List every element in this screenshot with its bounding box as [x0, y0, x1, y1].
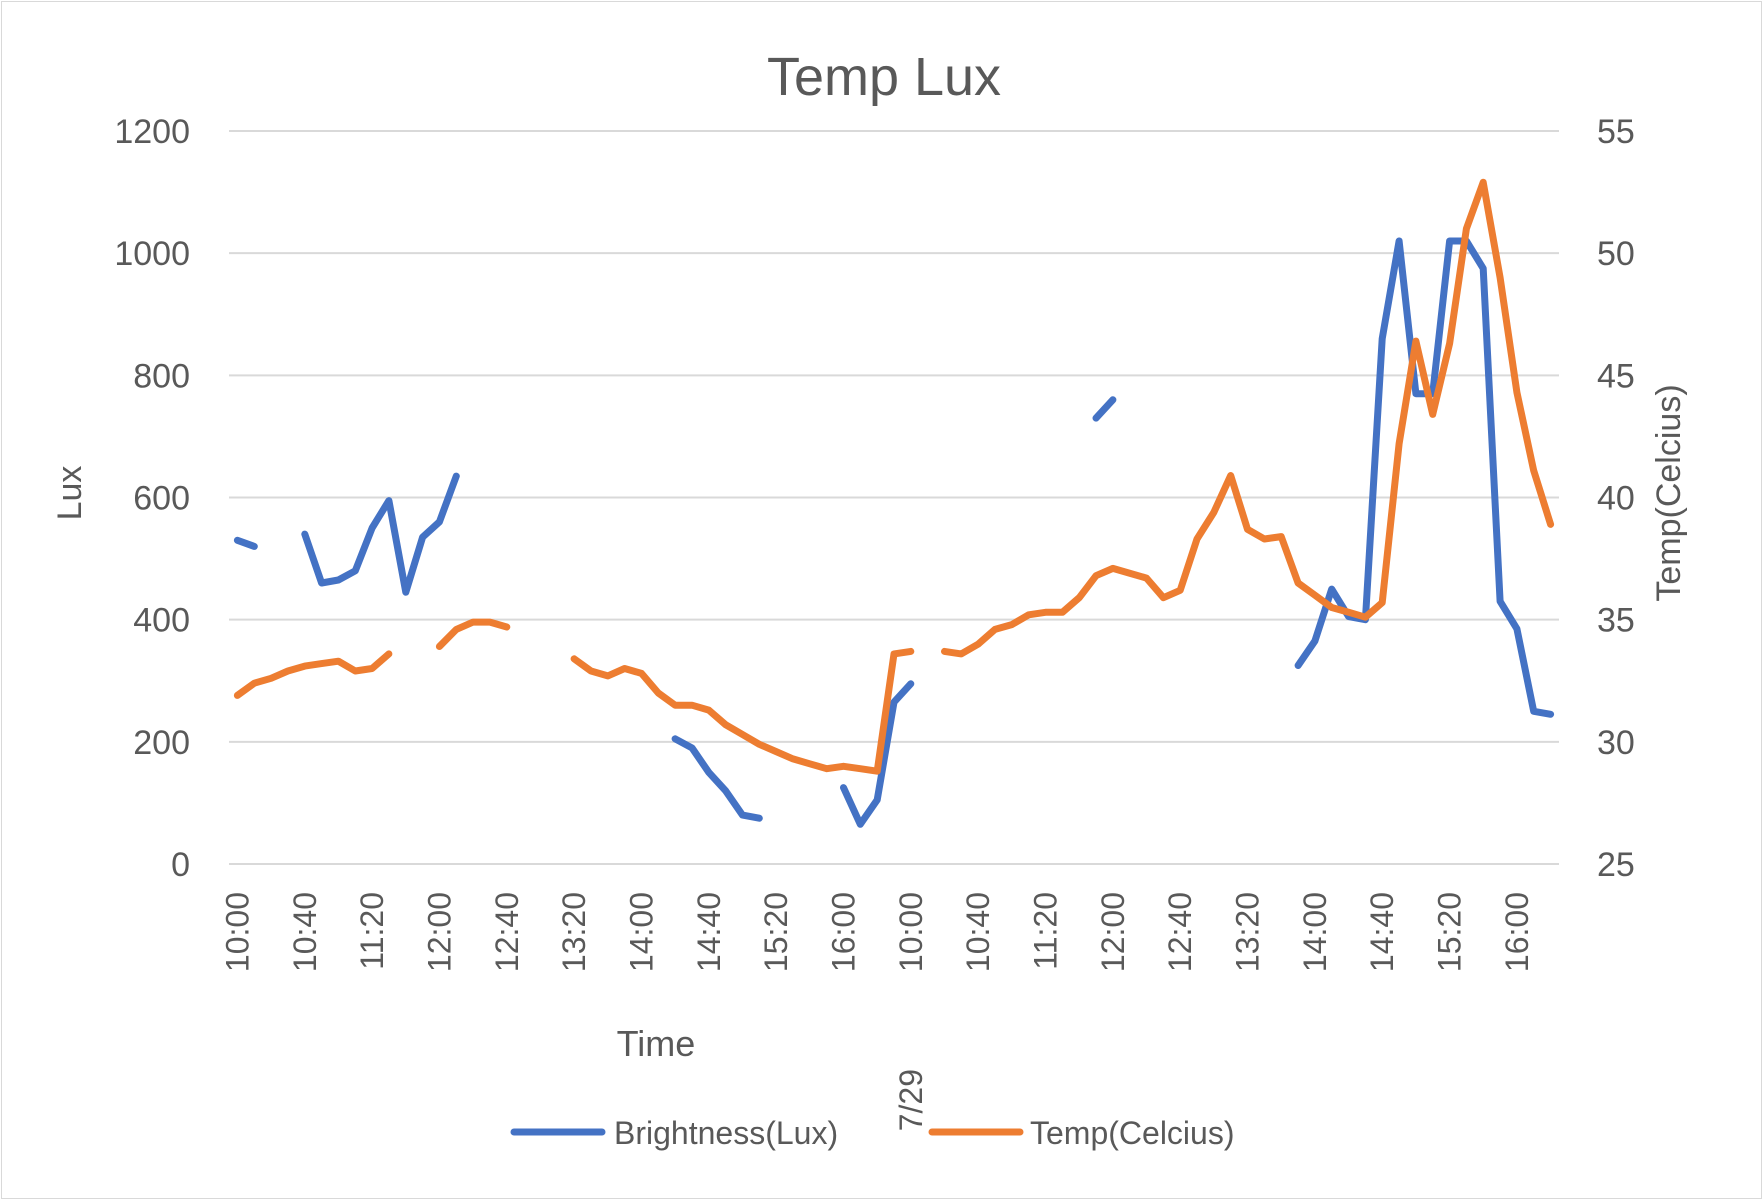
x-tick-label: 13:20: [556, 892, 592, 972]
temp-line-segment: [233, 650, 393, 699]
x-tick-label: 10:00: [219, 892, 255, 972]
y-left-tick-label: 600: [133, 480, 190, 518]
x-tick-label: 15:20: [1432, 892, 1468, 972]
y-right-tick-label: 25: [1597, 846, 1635, 884]
y-left-tick-label: 400: [133, 602, 190, 640]
y-right-tick-label: 45: [1597, 357, 1635, 395]
x-tick-label: 11:20: [1028, 892, 1064, 970]
x-axis-title: Time: [617, 1023, 696, 1064]
legend: Brightness(Lux) Temp(Celcius): [510, 1115, 1234, 1151]
x-tick-label: 12:00: [421, 892, 457, 972]
legend-label-brightness: Brightness(Lux): [614, 1115, 838, 1151]
y-right-tick-label: 55: [1597, 113, 1635, 151]
gridlines: [229, 130, 1559, 865]
x-tick-label: 14:40: [1364, 892, 1400, 972]
x-tick-label: 16:00: [1499, 892, 1535, 972]
y-right-tick-label: 40: [1597, 480, 1635, 518]
x-tick-label: 10:40: [960, 892, 996, 972]
y-right-tick-label: 30: [1597, 724, 1635, 762]
y-right-tick-label: 50: [1597, 235, 1635, 273]
y-left-tick-label: 1200: [114, 113, 190, 151]
x-tick-label: 14:00: [1297, 892, 1333, 972]
y-left-tick-label: 1000: [114, 235, 190, 273]
brightness-line-segment: [1294, 237, 1555, 718]
temp-line-segment: [570, 647, 915, 775]
x-tick-label: 16:00: [825, 892, 861, 972]
brightness-line-segment: [1092, 396, 1117, 422]
x-group-label: 7/29: [893, 1069, 929, 1131]
x-tick-label: 11:20: [354, 892, 390, 970]
x-tick-label: 12:40: [1162, 892, 1198, 972]
x-axis-ticks: 10:00 10:40 11:20 12:00 12:40 13:20 14:00 14:40…: [219, 892, 1534, 1131]
x-tick-label: 10:00: [893, 892, 929, 972]
temp-line-segment: [941, 178, 1555, 658]
x-tick-label: 12:00: [1095, 892, 1131, 972]
brightness-line-segment: [301, 472, 460, 596]
y-axis-right-title: Temp(Celcius): [1650, 384, 1688, 601]
y-axis-left-title: Lux: [51, 466, 89, 521]
x-tick-label: 10:40: [287, 892, 323, 972]
x-tick-label: 14:40: [691, 892, 727, 972]
chart-title: Temp Lux: [767, 47, 1001, 107]
legend-label-temp: Temp(Celcius): [1030, 1115, 1234, 1151]
y-left-tick-label: 200: [133, 724, 190, 762]
y-left-tick-label: 800: [133, 357, 190, 395]
x-tick-label: 15:20: [758, 892, 794, 972]
y-left-tick-label: 0: [171, 846, 190, 884]
x-tick-label: 13:20: [1230, 892, 1266, 972]
left-axis-ticks: 0 200 400 600 800 1000 1200: [114, 113, 190, 884]
x-tick-label: 14:00: [623, 892, 659, 972]
brightness-line-segment: [840, 680, 915, 828]
temp-line-segment: [435, 618, 511, 650]
brightness-line-segment: [233, 536, 258, 550]
series-lines: [233, 178, 1555, 828]
y-right-tick-label: 35: [1597, 602, 1635, 640]
brightness-line-segment: [671, 735, 763, 822]
right-axis-ticks: 25 30 35 40 45 50 55: [1597, 113, 1635, 884]
x-tick-label: 12:40: [489, 892, 525, 972]
